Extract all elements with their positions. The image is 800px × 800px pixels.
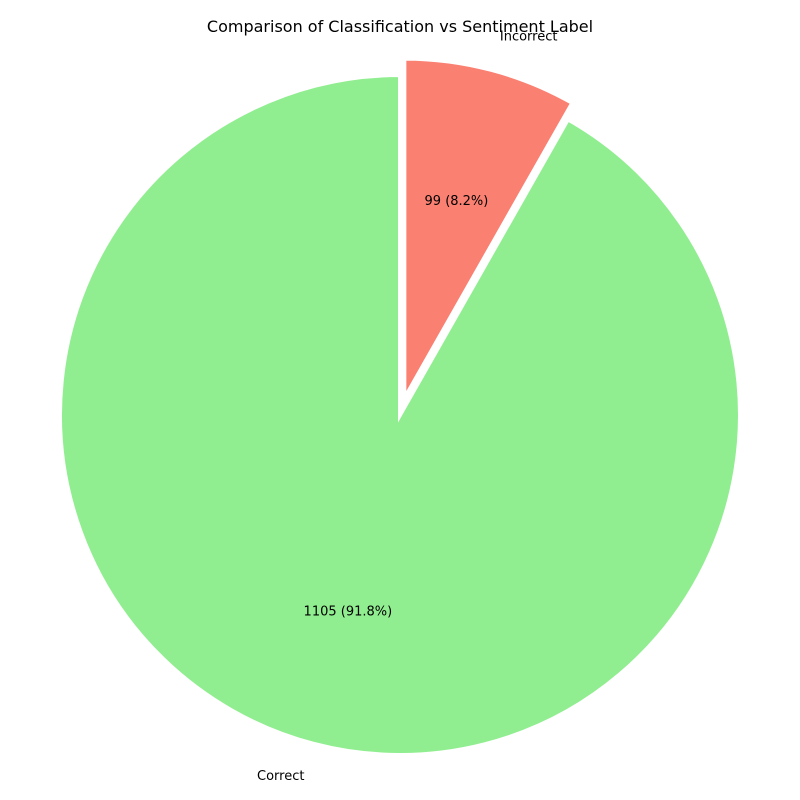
pie-slices (58, 56, 742, 757)
pie-slice-correct (58, 72, 742, 757)
pie-label-correct: Correct (257, 769, 304, 784)
pie-slice-incorrect (402, 56, 576, 407)
chart-title: Comparison of Classification vs Sentimen… (207, 17, 593, 36)
pie-value-label-correct: 1105 (91.8%) (304, 605, 393, 620)
pie-value-label-incorrect: 99 (8.2%) (425, 194, 489, 209)
pie-label-incorrect: Incorrect (500, 29, 558, 44)
pie-labels: Incorrect 99 (8.2%) Correct 1105 (91.8%) (257, 29, 557, 784)
